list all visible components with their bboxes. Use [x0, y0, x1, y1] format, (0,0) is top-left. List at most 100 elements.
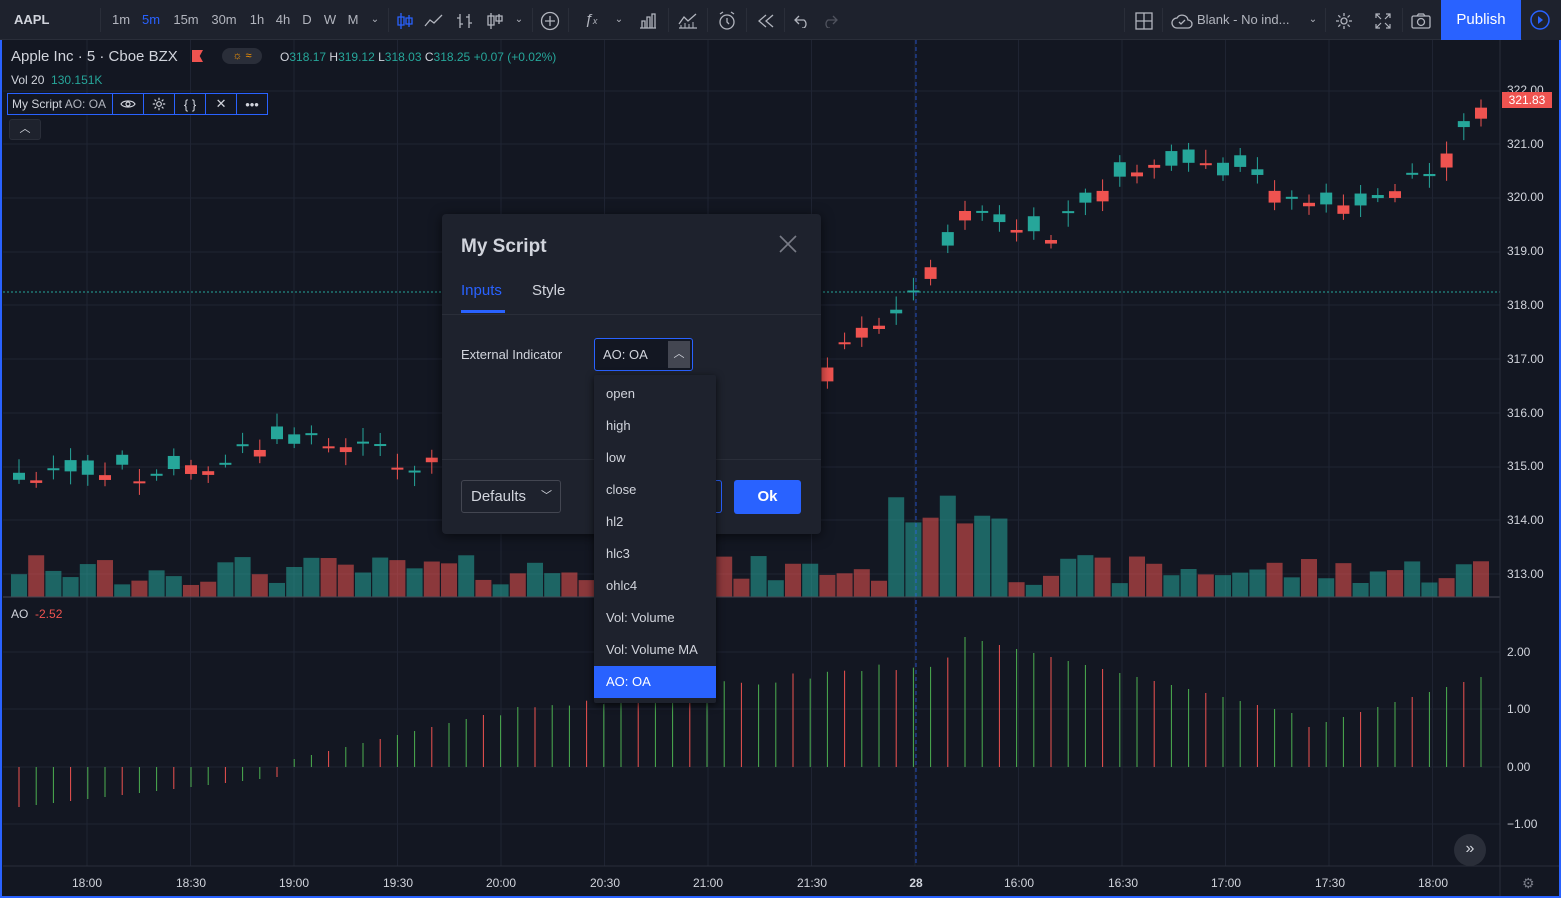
candle-body: [81, 460, 94, 475]
candle-body: [1045, 240, 1057, 244]
current-price-label: 321.83: [1502, 92, 1552, 108]
option-vol-volume[interactable]: Vol: Volume: [606, 610, 675, 625]
replay-icon[interactable]: [756, 0, 776, 40]
candle-body: [1406, 172, 1419, 175]
option-ohlc4[interactable]: ohlc4: [606, 578, 638, 593]
candle-body: [1234, 155, 1247, 167]
close-icon[interactable]: ✕: [205, 94, 236, 114]
interval-1h[interactable]: 1h: [249, 12, 265, 27]
ao-legend[interactable]: AO -2.52: [11, 607, 63, 621]
symbol-legend-title[interactable]: Apple Inc · 5 · Cboe BZX: [11, 48, 178, 65]
cancel-button[interactable]: [710, 480, 722, 513]
interval-4h[interactable]: 4h: [275, 12, 291, 27]
candle-body: [1199, 163, 1212, 166]
interval-1m[interactable]: 1m: [111, 12, 131, 27]
ao-histogram: [18, 637, 1482, 807]
candle-body: [30, 480, 43, 483]
source-code-icon[interactable]: { }: [174, 94, 205, 114]
interval-5m[interactable]: 5m: [141, 12, 161, 27]
volume-bar: [131, 580, 148, 597]
volume-bar: [406, 568, 423, 597]
option-hl2[interactable]: hl2: [606, 514, 624, 529]
option-ao-oa[interactable]: AO: OA: [594, 666, 716, 698]
volume-bar: [355, 572, 371, 597]
tab-inputs[interactable]: Inputs: [461, 282, 502, 299]
interval-w[interactable]: W: [323, 12, 337, 27]
volume-bar: [1129, 556, 1145, 597]
option-open[interactable]: open: [606, 386, 635, 401]
candle-body: [1320, 192, 1333, 205]
chevron-down-icon[interactable]: ⌄: [514, 14, 524, 25]
option-hlc3[interactable]: hlc3: [606, 546, 630, 561]
option-vol-volume-ma[interactable]: Vol: Volume MA: [606, 642, 698, 657]
layout-icon[interactable]: [1133, 0, 1155, 40]
candle-body: [253, 449, 266, 457]
redo-icon[interactable]: [821, 0, 839, 40]
price-axis-label: 317.00: [1507, 352, 1544, 366]
indicators-icon[interactable]: [677, 0, 699, 40]
close-icon[interactable]: [777, 234, 799, 256]
bar-style-icon[interactable]: [396, 0, 414, 40]
add-icon[interactable]: [540, 0, 560, 40]
bars-icon[interactable]: [638, 0, 658, 40]
candle-body: [219, 462, 232, 465]
defaults-button[interactable]: Defaults ﹀: [461, 480, 561, 513]
script-legend[interactable]: My Script AO: OA { } ✕ •••: [7, 93, 269, 115]
external-indicator-select[interactable]: AO: OA ︿: [594, 338, 693, 371]
tab-style[interactable]: Style: [532, 282, 566, 299]
more-icon[interactable]: •••: [236, 94, 267, 114]
price-axis-label: 313.00: [1507, 567, 1544, 581]
ok-button[interactable]: Ok: [734, 480, 801, 514]
toolbar-divider: [746, 8, 747, 32]
volume-bar: [1163, 575, 1180, 597]
candles-icon[interactable]: [485, 0, 505, 40]
volume-bar: [1387, 570, 1403, 597]
alert-icon[interactable]: [716, 0, 738, 40]
volume-legend[interactable]: Vol 20 130.151K: [11, 73, 103, 87]
interval-d[interactable]: D: [302, 12, 312, 27]
candle-body: [1251, 169, 1264, 175]
interval-m[interactable]: M: [347, 12, 359, 27]
scroll-to-realtime-button[interactable]: »: [1454, 834, 1486, 866]
publish-button[interactable]: Publish: [1441, 0, 1521, 40]
candle-body: [1010, 229, 1023, 233]
layout-name[interactable]: Blank - No ind...: [1197, 12, 1290, 27]
eye-icon[interactable]: [112, 94, 143, 114]
chevron-down-icon[interactable]: ⌄: [370, 14, 380, 25]
interval-15m[interactable]: 15m: [173, 12, 199, 27]
play-icon[interactable]: [1522, 0, 1561, 40]
volume-bar: [1111, 583, 1128, 597]
candle-body: [873, 325, 885, 330]
market-status-icon[interactable]: ☼ ≈: [222, 48, 262, 64]
compare-icon[interactable]: [455, 0, 475, 40]
fx-icon[interactable]: ƒx: [584, 11, 598, 28]
chevron-down-icon[interactable]: ⌄: [614, 14, 624, 25]
candle-body: [1337, 205, 1350, 214]
volume-bar: [802, 563, 819, 597]
volume-bar: [544, 573, 561, 597]
volume-bar: [819, 574, 836, 597]
settings-icon[interactable]: [143, 94, 174, 114]
option-high[interactable]: high: [606, 418, 631, 433]
flag-icon[interactable]: [192, 50, 203, 62]
chevron-up-icon[interactable]: ︿: [668, 341, 690, 368]
candle-body: [202, 471, 215, 475]
candle-body: [976, 210, 989, 213]
cloud-icon[interactable]: [1170, 0, 1194, 40]
collapse-legend-icon[interactable]: ︿: [9, 119, 41, 140]
camera-icon[interactable]: [1410, 0, 1432, 40]
interval-30m[interactable]: 30m: [211, 12, 237, 27]
volume-bar: [97, 560, 113, 597]
option-close[interactable]: close: [606, 482, 637, 497]
price-chart[interactable]: [0, 40, 1561, 898]
chevron-down-icon[interactable]: ⌄: [1308, 14, 1318, 25]
fullscreen-icon[interactable]: [1373, 0, 1393, 40]
candle-body: [185, 465, 197, 474]
settings-icon[interactable]: [1334, 0, 1354, 40]
settings-icon[interactable]: ⚙: [1522, 875, 1535, 891]
option-low[interactable]: low: [606, 450, 626, 465]
volume-bar: [1283, 577, 1300, 597]
line-style-icon[interactable]: [424, 0, 444, 40]
undo-icon[interactable]: [793, 0, 811, 40]
symbol-search[interactable]: AAPL: [14, 12, 50, 27]
